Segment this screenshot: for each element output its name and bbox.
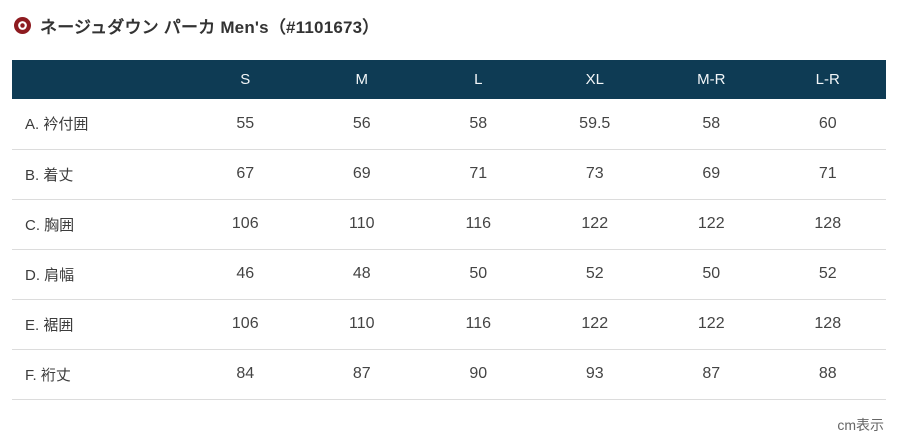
measurement-value: 106 bbox=[231, 215, 259, 232]
measurement-value: 116 bbox=[465, 315, 491, 332]
measurement-value: 60 bbox=[818, 114, 837, 132]
size-column-header-m: M bbox=[303, 60, 420, 99]
measurement-label: C. 胸囲 bbox=[25, 216, 75, 234]
measurement-value: 122 bbox=[697, 215, 725, 232]
measurement-value: 116 bbox=[465, 215, 491, 232]
measurement-value: 106 bbox=[231, 315, 259, 332]
size-table: S M L XL M-R L-R A. 衿付囲 55 56 58 59.5 58 60 B. 着丈 67 6… bbox=[12, 60, 886, 400]
size-column-header-m-r: M-R bbox=[653, 60, 770, 99]
measurement-label: F. 裄丈 bbox=[25, 366, 71, 384]
measurement-value: 69 bbox=[352, 165, 371, 182]
measurement-value: 90 bbox=[469, 365, 488, 382]
size-table-corner-cell bbox=[12, 60, 187, 99]
measurement-value: 88 bbox=[818, 365, 837, 382]
measurement-value: 93 bbox=[585, 365, 604, 382]
measurement-value: 128 bbox=[814, 215, 842, 232]
measurement-label: E. 裾囲 bbox=[25, 316, 74, 334]
table-row: A. 衿付囲 55 56 58 59.5 58 60 bbox=[12, 99, 886, 149]
measurement-value: 73 bbox=[585, 165, 604, 182]
measurement-value: 87 bbox=[702, 365, 721, 382]
measurement-value: 110 bbox=[348, 215, 375, 232]
measurement-value: 52 bbox=[585, 265, 604, 282]
measurement-value: 48 bbox=[352, 265, 371, 282]
measurement-value: 58 bbox=[469, 114, 488, 132]
measurement-label: B. 着丈 bbox=[25, 166, 74, 184]
measurement-label: A. 衿付囲 bbox=[25, 116, 89, 134]
table-row: F. 裄丈 84 87 90 93 87 88 bbox=[12, 349, 886, 399]
measurement-value: 122 bbox=[697, 315, 725, 332]
measurement-value: 71 bbox=[818, 165, 837, 182]
table-row: C. 胸囲 106 110 116 122 122 128 bbox=[12, 199, 886, 249]
size-table-body: A. 衿付囲 55 56 58 59.5 58 60 B. 着丈 67 69 71 73 69 71 C. … bbox=[12, 99, 886, 399]
size-table-header-row: S M L XL M-R L-R bbox=[12, 60, 886, 99]
measurement-value: 46 bbox=[236, 265, 255, 282]
table-row: D. 肩幅 46 48 50 52 50 52 bbox=[12, 249, 886, 299]
measurement-value: 67 bbox=[236, 165, 255, 182]
product-title: ネージュダウン パーカ Men's（#1101673） bbox=[40, 17, 380, 37]
size-column-header-l: L bbox=[420, 60, 537, 99]
measurement-value: 84 bbox=[236, 365, 255, 382]
measurement-value: 59.5 bbox=[579, 114, 611, 132]
measurement-value: 55 bbox=[236, 114, 255, 132]
size-column-header-xl: XL bbox=[536, 60, 653, 99]
table-row: E. 裾囲 106 110 116 122 122 128 bbox=[12, 299, 886, 349]
size-column-header-s: S bbox=[187, 60, 304, 99]
size-column-header-l-r: L-R bbox=[769, 60, 886, 99]
unit-note: cm表示 bbox=[837, 417, 884, 433]
measurement-value: 69 bbox=[702, 165, 721, 182]
measurement-value: 110 bbox=[348, 315, 375, 332]
measurement-value: 122 bbox=[581, 315, 609, 332]
measurement-value: 56 bbox=[352, 114, 371, 132]
measurement-value: 122 bbox=[581, 215, 609, 232]
measurement-value: 50 bbox=[469, 265, 488, 282]
measurement-value: 58 bbox=[702, 114, 721, 132]
measurement-value: 50 bbox=[702, 265, 721, 282]
measurement-value: 87 bbox=[352, 365, 371, 382]
measurement-value: 52 bbox=[818, 265, 837, 282]
table-row: B. 着丈 67 69 71 73 69 71 bbox=[12, 149, 886, 199]
bullseye-icon bbox=[14, 16, 31, 34]
measurement-label: D. 肩幅 bbox=[25, 266, 75, 284]
measurement-value: 128 bbox=[814, 315, 842, 332]
measurement-value: 71 bbox=[469, 165, 488, 182]
product-title-row: ネージュダウン パーカ Men's（#1101673） bbox=[0, 0, 898, 40]
